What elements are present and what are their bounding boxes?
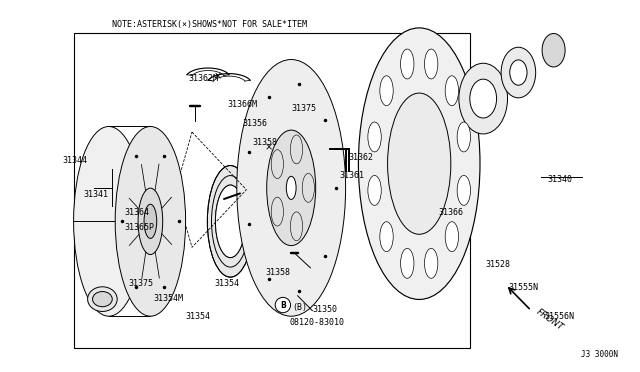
Text: 31358: 31358	[266, 268, 291, 277]
Ellipse shape	[271, 150, 284, 179]
Ellipse shape	[424, 248, 438, 278]
Text: 31340: 31340	[547, 175, 572, 184]
Ellipse shape	[237, 60, 346, 316]
Text: 31366M: 31366M	[227, 100, 257, 109]
Ellipse shape	[401, 49, 414, 79]
Ellipse shape	[401, 248, 414, 278]
Ellipse shape	[445, 76, 459, 106]
Text: 31528: 31528	[485, 260, 510, 269]
Text: B: B	[280, 301, 285, 310]
Text: 31375: 31375	[291, 104, 316, 113]
Text: 31341: 31341	[83, 190, 108, 199]
Ellipse shape	[88, 287, 117, 311]
Text: 31354: 31354	[214, 279, 239, 288]
Ellipse shape	[380, 76, 393, 106]
Text: 31556N: 31556N	[544, 312, 574, 321]
Text: 31358: 31358	[253, 138, 278, 147]
Ellipse shape	[302, 173, 314, 202]
Text: 31344: 31344	[63, 156, 88, 165]
Ellipse shape	[271, 197, 284, 226]
Text: 08120-83010: 08120-83010	[289, 318, 344, 327]
Ellipse shape	[286, 176, 296, 199]
Bar	[74, 33, 470, 348]
Ellipse shape	[388, 93, 451, 234]
Text: (B): (B)	[292, 303, 307, 312]
Ellipse shape	[457, 176, 470, 205]
Ellipse shape	[457, 122, 470, 152]
Text: 31350: 31350	[312, 305, 337, 314]
Text: 31366: 31366	[438, 208, 463, 217]
Ellipse shape	[138, 188, 163, 254]
Ellipse shape	[424, 49, 438, 79]
Ellipse shape	[542, 33, 565, 67]
Ellipse shape	[470, 79, 497, 118]
Text: 31354: 31354	[186, 312, 211, 321]
Ellipse shape	[74, 126, 144, 316]
Text: 31362M: 31362M	[189, 74, 219, 83]
Text: J3 3000N: J3 3000N	[580, 350, 618, 359]
Ellipse shape	[501, 47, 536, 98]
Text: 31364: 31364	[125, 208, 150, 217]
Ellipse shape	[459, 63, 508, 134]
Ellipse shape	[267, 130, 316, 246]
Text: 31356: 31356	[242, 119, 267, 128]
Text: FRONT: FRONT	[534, 307, 564, 332]
Ellipse shape	[368, 176, 381, 205]
Ellipse shape	[144, 204, 157, 238]
Ellipse shape	[115, 126, 186, 316]
Text: 31361: 31361	[339, 171, 364, 180]
Circle shape	[275, 297, 291, 313]
Ellipse shape	[93, 292, 112, 307]
Text: ×: ×	[265, 142, 273, 152]
Text: 31555N: 31555N	[509, 283, 539, 292]
Ellipse shape	[380, 222, 393, 251]
Text: 31362: 31362	[349, 153, 374, 161]
Text: 31375: 31375	[128, 279, 153, 288]
Text: 31354M: 31354M	[154, 294, 184, 303]
Ellipse shape	[445, 222, 459, 251]
Text: NOTE:ASTERISK(×)SHOWS*NOT FOR SALE*ITEM: NOTE:ASTERISK(×)SHOWS*NOT FOR SALE*ITEM	[112, 20, 307, 29]
Ellipse shape	[207, 166, 253, 277]
Ellipse shape	[358, 28, 480, 299]
Ellipse shape	[368, 122, 381, 152]
Ellipse shape	[291, 212, 303, 241]
Ellipse shape	[291, 135, 303, 164]
Ellipse shape	[216, 185, 245, 257]
Ellipse shape	[509, 60, 527, 85]
Text: ×: ×	[214, 71, 221, 81]
Text: 31365P: 31365P	[125, 223, 155, 232]
